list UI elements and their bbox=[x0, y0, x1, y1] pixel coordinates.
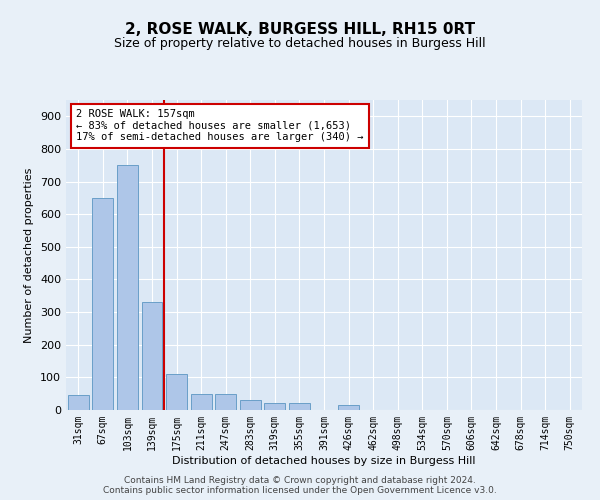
Bar bbox=[191, 394, 212, 410]
Bar bbox=[215, 394, 236, 410]
Bar bbox=[142, 302, 163, 410]
Bar bbox=[68, 396, 89, 410]
Text: Contains HM Land Registry data © Crown copyright and database right 2024.
Contai: Contains HM Land Registry data © Crown c… bbox=[103, 476, 497, 495]
Bar bbox=[289, 404, 310, 410]
Text: Size of property relative to detached houses in Burgess Hill: Size of property relative to detached ho… bbox=[114, 38, 486, 51]
Bar bbox=[265, 404, 286, 410]
Bar bbox=[338, 405, 359, 410]
X-axis label: Distribution of detached houses by size in Burgess Hill: Distribution of detached houses by size … bbox=[172, 456, 476, 466]
Text: 2 ROSE WALK: 157sqm
← 83% of detached houses are smaller (1,653)
17% of semi-det: 2 ROSE WALK: 157sqm ← 83% of detached ho… bbox=[76, 110, 364, 142]
Bar bbox=[166, 374, 187, 410]
Bar bbox=[92, 198, 113, 410]
Text: 2, ROSE WALK, BURGESS HILL, RH15 0RT: 2, ROSE WALK, BURGESS HILL, RH15 0RT bbox=[125, 22, 475, 38]
Bar bbox=[117, 166, 138, 410]
Y-axis label: Number of detached properties: Number of detached properties bbox=[25, 168, 34, 342]
Bar bbox=[240, 400, 261, 410]
